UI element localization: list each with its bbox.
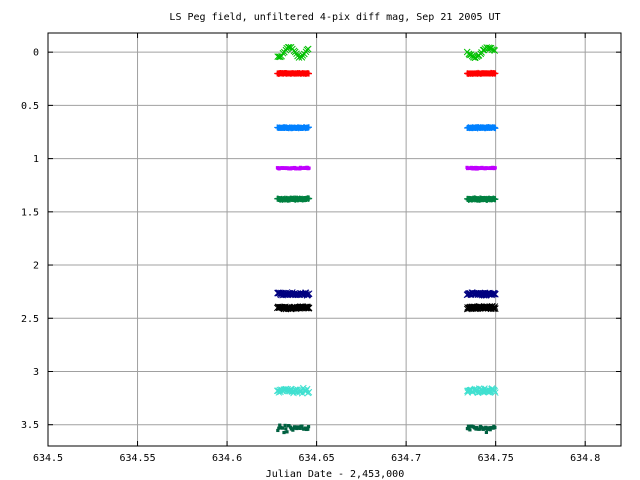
data-point [281,426,285,430]
grid [48,33,621,446]
data-point [300,424,304,428]
data-point [492,196,499,203]
series-7 [273,302,499,313]
plot-frame [47,32,622,447]
data-point [306,427,310,431]
data-point [488,428,492,432]
data-point [493,425,497,430]
data-point [307,166,311,170]
x-tick-label: 634.5 [33,453,63,464]
x-tick-label: 634.7 [391,453,421,464]
data-point [305,70,312,77]
data-point [285,430,289,434]
tick-labels: 634.5 634.55 634.6 634.65 634.7 634.75 634.8 0 0… [21,33,621,464]
data-point [285,44,293,51]
y-tick-label: 1.5 [21,207,39,218]
series-6 [274,289,499,299]
series-3 [274,124,499,132]
data-point [468,428,472,432]
series-2 [274,69,499,77]
data-point [491,290,499,298]
data-point [492,70,499,77]
data-point [304,45,312,53]
data-point [288,425,293,429]
x-tick-label: 634.55 [119,453,155,464]
data-point [282,430,286,435]
x-tick-label: 634.65 [299,453,335,464]
data-point [493,166,497,170]
series-4 [275,165,497,171]
data-point [491,387,499,395]
data-point [284,43,292,51]
data-point [492,125,499,132]
data-point [305,388,313,396]
x-tick-label: 634.75 [478,453,514,464]
data-point [484,425,488,430]
data-point [484,430,489,435]
data-point [283,423,287,428]
series-5 [274,195,499,203]
series-8 [273,384,499,397]
y-tick-label: 3.5 [21,420,39,431]
y-tick-label: 3 [33,367,39,378]
series-9 [276,423,497,435]
series-1 [274,43,499,62]
data-point [276,428,280,433]
data-point [305,290,313,298]
data-point [478,427,482,431]
data-point [277,426,281,430]
x-tick-label: 634.6 [212,453,242,464]
data-marks [273,43,499,435]
data-point [491,389,499,396]
data-point [305,304,313,312]
y-tick-label: 1 [33,154,39,165]
data-point [291,428,295,432]
chart-title: LS Peg field, unfiltered 4-pix diff mag,… [169,12,500,23]
data-point [491,305,499,312]
x-tick-label: 634.8 [570,453,600,464]
data-point [298,426,302,430]
y-tick-label: 0 [33,48,39,59]
data-point [491,426,495,430]
data-point [306,195,313,202]
data-point [491,124,498,131]
data-point [298,53,306,61]
data-point [466,424,471,428]
y-tick-label: 0.5 [21,101,39,112]
data-point [491,303,499,310]
data-point [284,427,288,431]
y-tick-label: 2 [33,261,39,272]
data-point [278,423,282,427]
y-tick-label: 2.5 [21,314,39,325]
x-axis-label: Julian Date - 2,453,000 [266,469,404,480]
data-point [306,425,311,429]
data-point [305,124,312,131]
data-point [485,44,493,52]
data-point [491,305,498,312]
data-point [491,47,499,54]
